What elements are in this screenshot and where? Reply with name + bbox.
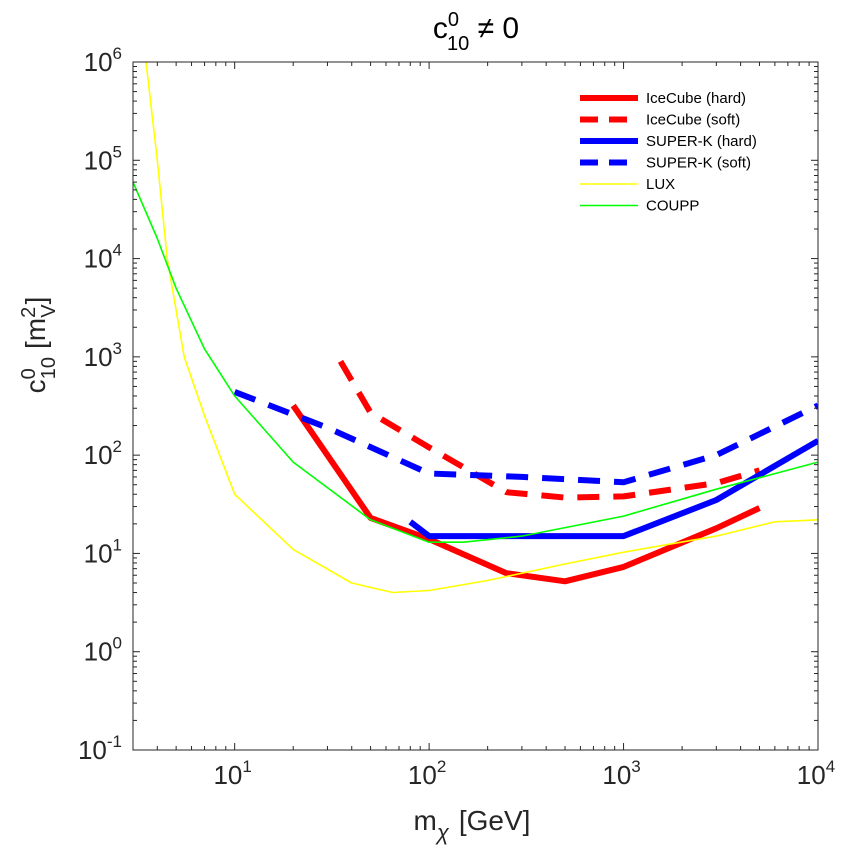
y-tick-label: 10-1 xyxy=(78,732,122,765)
series-line-icecube-hard xyxy=(290,403,761,585)
plot-area xyxy=(132,61,819,751)
x-tick-label: 103 xyxy=(602,757,640,790)
y-tick-labels: 10-1 100 101 102 103 104 105 106 xyxy=(78,44,122,765)
legend-label-super-k-soft: SUPER-K (soft) xyxy=(646,155,751,172)
x-tick-label: 102 xyxy=(408,757,446,790)
xlabel-base: m xyxy=(414,805,437,836)
series-line-coupp xyxy=(133,181,818,543)
chart-title: c0 10 ≠ 0 xyxy=(433,9,519,55)
series-line-super-k-hard xyxy=(408,438,818,540)
ylabel-bracket-sup: 2 xyxy=(18,307,40,318)
legend: IceCube (hard) IceCube (soft) SUPER-K (har… xyxy=(580,90,757,215)
y-tick-label: 104 xyxy=(84,241,122,274)
plot-background xyxy=(133,62,818,750)
legend-label-super-k-hard: SUPER-K (hard) xyxy=(646,133,757,150)
y-tick-label: 100 xyxy=(84,634,122,667)
ylabel-sub: 10 xyxy=(38,357,60,379)
x-tick-label: 104 xyxy=(797,757,835,790)
plot-frame xyxy=(132,61,819,751)
y-tick-label: 103 xyxy=(84,339,122,372)
title-rest: ≠ 0 xyxy=(469,12,519,45)
title-base: c xyxy=(433,12,448,45)
y-axis-title: c010 [m2V] xyxy=(18,297,60,394)
legend-label-icecube-soft: IceCube (soft) xyxy=(646,112,740,129)
y-tick-label: 102 xyxy=(84,437,122,470)
legend-label-coupp: COUPP xyxy=(646,198,699,215)
series-line-icecube-soft xyxy=(337,359,761,501)
series-line-lux xyxy=(145,62,818,594)
ylabel-base: c xyxy=(20,379,51,393)
title-sup: 0 xyxy=(448,9,459,31)
ylabel-bracket-open: [m xyxy=(20,318,51,349)
tick-layer xyxy=(132,61,819,751)
xlabel-rest: [GeV] xyxy=(459,805,531,836)
x-axis-title: mχ [GeV] xyxy=(414,805,531,845)
y-tick-label: 101 xyxy=(84,535,122,568)
x-tick-label: 101 xyxy=(213,757,251,790)
x-tick-labels: 101 102 103 104 xyxy=(213,757,835,790)
ylabel-bracket-close: ] xyxy=(20,297,51,305)
ylabel-bracket-sub: V xyxy=(38,304,60,318)
legend-label-lux: LUX xyxy=(646,176,675,193)
title-sub: 10 xyxy=(447,33,469,55)
y-tick-label: 105 xyxy=(84,142,122,175)
legend-label-icecube-hard: IceCube (hard) xyxy=(646,90,746,107)
xlabel-sub: χ xyxy=(435,820,450,845)
y-tick-label: 106 xyxy=(84,44,122,77)
ylabel-sup: 0 xyxy=(18,368,40,379)
series-layer xyxy=(133,62,818,594)
series-line-super-k-soft xyxy=(233,389,818,486)
